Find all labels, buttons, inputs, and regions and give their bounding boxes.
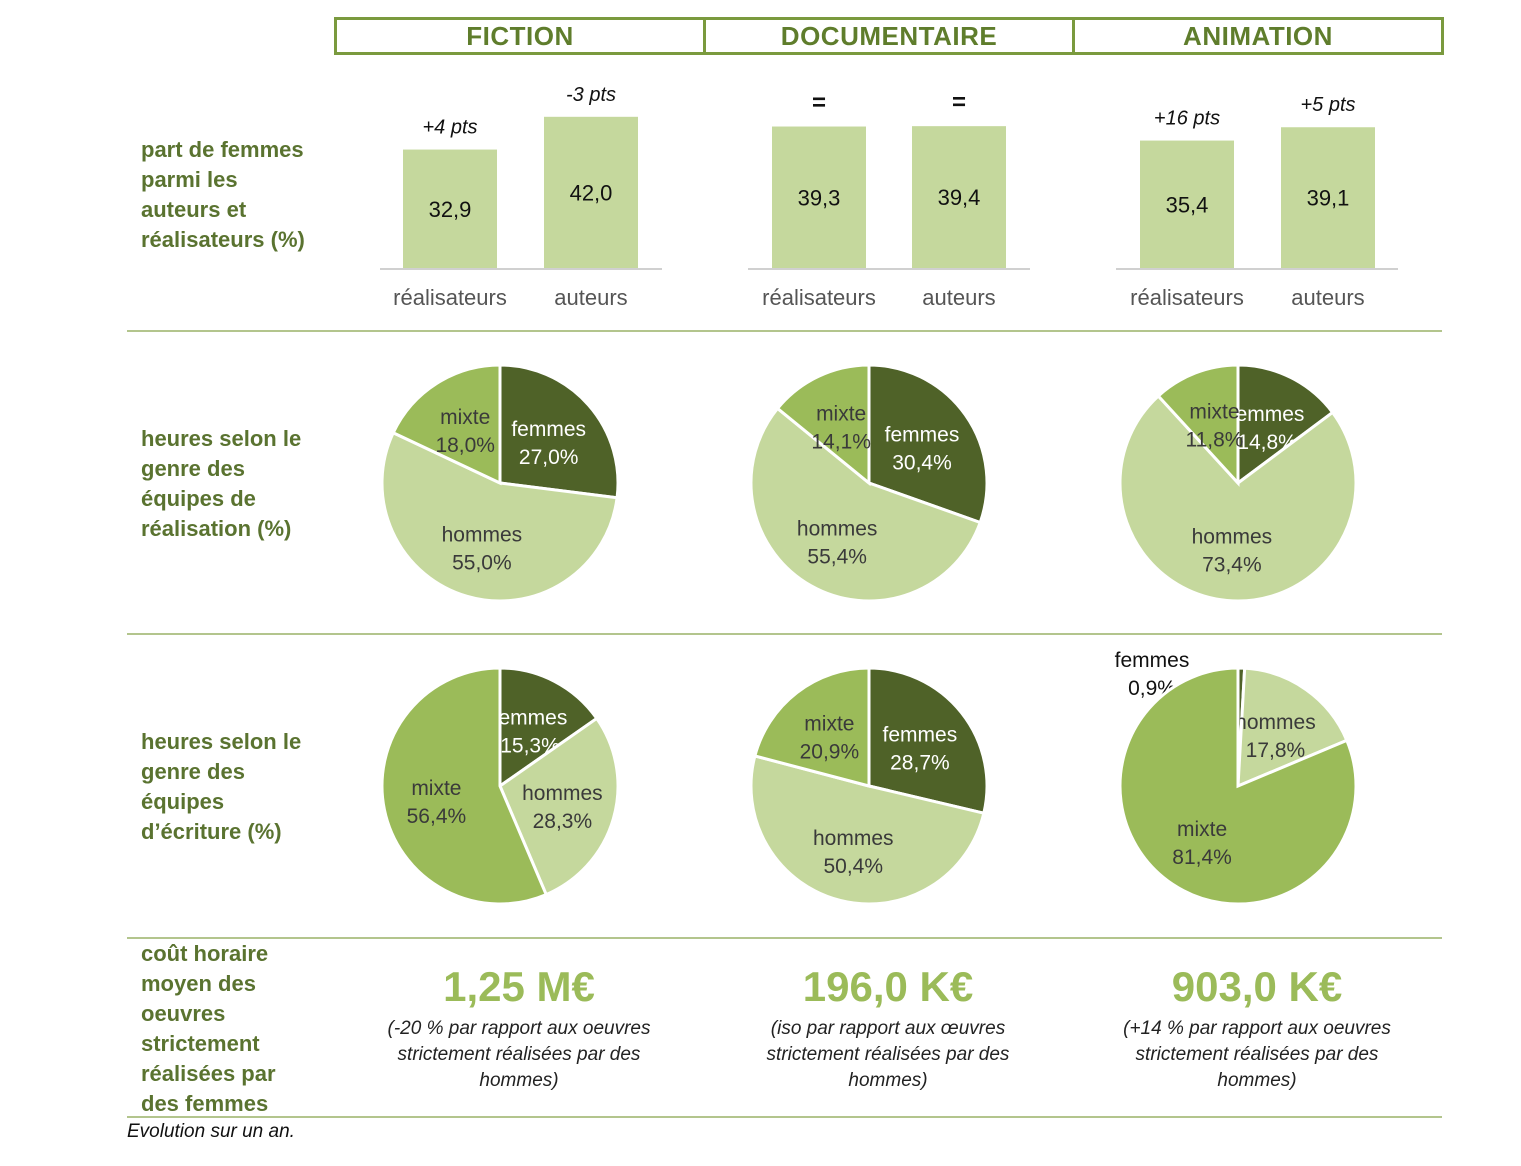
pie-label-5-femmes: femmes: [1115, 649, 1190, 672]
pie-value-label-5-hommes: 17,8%: [1246, 739, 1306, 762]
pie-label-0-hommes: hommes: [442, 523, 523, 546]
pie-label-5-hommes: hommes: [1235, 711, 1316, 734]
pie-slice-3-hommes: [498, 716, 620, 897]
row-label-bars: part de femmes parmi les auteurs et réal…: [141, 137, 305, 252]
pie-label-4-femmes: femmes: [883, 724, 958, 747]
pie-label-1-mixte: mixte: [816, 402, 866, 425]
pie-value-label-2-hommes: 73,4%: [1202, 554, 1262, 577]
bar-category-label-2-0: réalisateurs: [1130, 285, 1244, 310]
pie-slice-4-mixte: [753, 666, 871, 788]
pie-label-1-femmes: femmes: [885, 424, 960, 447]
pie-value-label-5-mixte: 81,4%: [1172, 846, 1232, 869]
row-label-cost: coût horaire moyen des oeuvres stricteme…: [141, 941, 276, 1116]
bar-0-1: [544, 116, 638, 268]
cost-note-fiction: (-20 % par rapport aux oeuvres stricteme…: [387, 1018, 651, 1091]
pie-label-3-hommes: hommes: [522, 782, 603, 805]
footnote: Evolution sur un an.: [127, 1121, 295, 1142]
bar-evolution-label-1-1: =: [952, 89, 966, 116]
column-header-fiction: FICTION: [334, 17, 706, 55]
bar-2-1: [1281, 127, 1375, 269]
pie-value-label-2-femmes: 14,8%: [1237, 431, 1297, 454]
bar-value-label-0-0: 32,9: [429, 197, 472, 222]
pie-slice-3-mixte: [380, 666, 549, 906]
bar-category-label-0-0: réalisateurs: [393, 285, 507, 310]
pie-slice-2-femmes: [1236, 363, 1335, 486]
pie-slice-2-hommes: [1118, 393, 1358, 603]
bar-value-label-1-0: 39,3: [798, 185, 841, 210]
separator-1: [127, 330, 1442, 332]
bar-evolution-label-2-1: +5 pts: [1300, 94, 1355, 116]
bar-1-0: [772, 126, 866, 269]
bar-evolution-label-1-0: =: [812, 90, 826, 117]
pie-label-3-mixte: mixte: [411, 777, 461, 800]
cost-value-documentaire: 196,0 K€: [802, 963, 974, 1010]
bar-value-label-2-0: 35,4: [1166, 192, 1209, 217]
pie-slice-3-femmes: [498, 666, 599, 789]
column-header-documentaire: DOCUMENTAIRE: [703, 17, 1075, 55]
pie-value-label-4-femmes: 28,7%: [890, 752, 950, 775]
pie-value-label-0-mixte: 18,0%: [435, 434, 495, 457]
pie-label-2-hommes: hommes: [1192, 526, 1273, 549]
pie-value-label-2-mixte: 11,8%: [1185, 429, 1243, 452]
pie-slice-1-hommes: [749, 406, 983, 603]
pie-value-label-3-femmes: 15,3%: [500, 734, 560, 757]
pie-label-5-mixte: mixte: [1177, 818, 1227, 841]
separator-4: [127, 1116, 1442, 1118]
bar-evolution-label-0-0: +4 pts: [422, 117, 477, 139]
bar-category-label-1-1: auteurs: [922, 285, 995, 310]
pie-slice-5-mixte: [1118, 666, 1358, 906]
row-label-ecriture: heures selon le genre des équipes d’écri…: [141, 729, 302, 844]
bar-category-label-2-1: auteurs: [1291, 285, 1364, 310]
bar-value-label-1-1: 39,4: [938, 185, 981, 210]
bar-0-0: [403, 149, 497, 268]
pie-value-label-3-hommes: 28,3%: [533, 810, 593, 833]
pie-slice-5-hommes: [1236, 666, 1349, 789]
separator-2: [127, 633, 1442, 635]
pie-slice-0-hommes: [380, 430, 619, 603]
pie-value-label-4-hommes: 50,4%: [823, 855, 883, 878]
pie-label-4-hommes: hommes: [813, 827, 894, 850]
separator-3: [127, 937, 1442, 939]
bar-category-label-1-0: réalisateurs: [762, 285, 876, 310]
pie-value-label-0-femmes: 27,0%: [519, 446, 579, 469]
bar-category-label-0-1: auteurs: [554, 285, 627, 310]
cost-value-fiction: 1,25 M€: [443, 963, 595, 1010]
row-label-realisation: heures selon le genre des équipes de réa…: [141, 426, 302, 541]
cost-note-documentaire: (iso par rapport aux œuvres strictement …: [766, 1018, 1010, 1091]
pie-slice-0-femmes: [498, 363, 620, 500]
pie-label-1-hommes: hommes: [797, 518, 878, 541]
cost-note-animation: (+14 % par rapport aux oeuvres stricteme…: [1123, 1018, 1391, 1091]
bar-1-1: [912, 126, 1006, 268]
bar-evolution-label-0-1: -3 pts: [566, 84, 616, 106]
pie-slice-1-mixte: [775, 363, 871, 487]
bar-evolution-label-2-0: +16 pts: [1154, 108, 1220, 130]
pie-slice-4-femmes: [867, 666, 989, 815]
pie-slice-1-femmes: [867, 363, 989, 525]
bar-value-label-0-1: 42,0: [570, 180, 613, 205]
pie-slice-4-hommes: [749, 754, 986, 906]
pie-value-label-1-hommes: 55,4%: [807, 546, 867, 569]
bar-value-label-2-1: 39,1: [1307, 186, 1350, 211]
pie-label-2-femmes: femmes: [1230, 403, 1305, 426]
pie-label-0-mixte: mixte: [440, 406, 490, 429]
pie-value-label-0-hommes: 55,0%: [452, 551, 512, 574]
pie-label-2-mixte: mixte: [1189, 401, 1239, 424]
column-header-animation: ANIMATION: [1072, 17, 1444, 55]
pie-value-label-1-femmes: 30,4%: [892, 452, 952, 475]
pie-value-label-3-mixte: 56,4%: [407, 805, 467, 828]
pie-slice-2-mixte: [1156, 363, 1240, 487]
cost-value-animation: 903,0 K€: [1171, 963, 1343, 1010]
pie-label-0-femmes: femmes: [511, 418, 586, 441]
pie-value-label-1-mixte: 14,1%: [811, 430, 871, 453]
pie-slice-0-mixte: [391, 363, 502, 486]
pie-label-4-mixte: mixte: [804, 713, 854, 736]
pie-value-label-4-mixte: 20,9%: [800, 741, 860, 764]
bar-2-0: [1140, 140, 1234, 268]
pie-label-3-femmes: femmes: [493, 706, 568, 729]
